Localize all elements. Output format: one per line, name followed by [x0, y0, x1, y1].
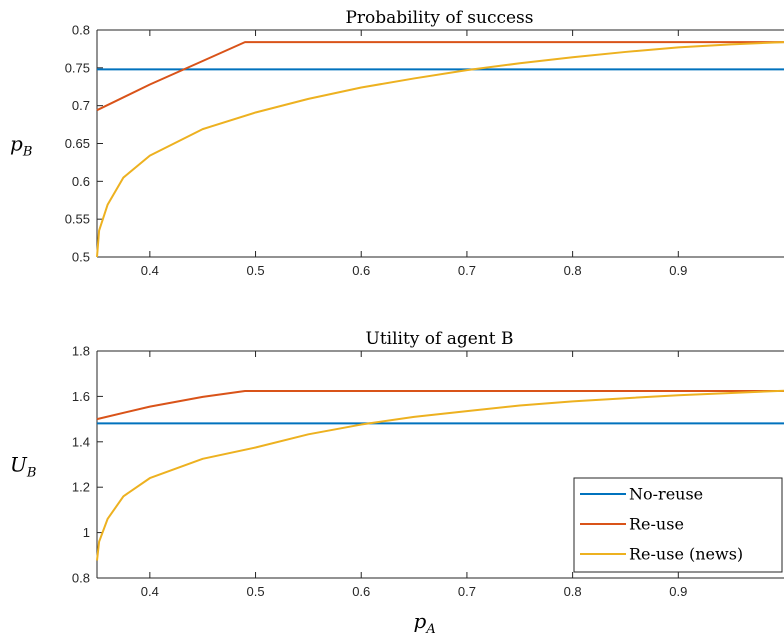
top-xtick-label: 0.8 [564, 263, 582, 278]
bottom-ytick-label: 1.6 [72, 389, 90, 404]
legend-entry-1: Re-use [629, 515, 684, 534]
bottom-xtick-label: 0.8 [564, 584, 582, 599]
bottom-y-axis-label-sub: B [26, 466, 37, 481]
bottom-ytick-label: 1.8 [72, 344, 90, 359]
bottom-ytick-label: 1.4 [72, 434, 90, 449]
bottom-xtick-label: 0.6 [352, 584, 370, 599]
top-xtick-label: 0.4 [141, 263, 159, 278]
bottom-x-axis-label-main: p [414, 609, 427, 633]
bottom-xtick-label: 0.9 [669, 584, 687, 599]
bottom-xtick-label: 0.4 [141, 584, 159, 599]
top-ytick-label: 0.6 [72, 174, 90, 189]
bottom-series-line-1 [96, 389, 784, 421]
top-xtick-label: 0.5 [246, 263, 264, 278]
bottom-x-axis-label-sub: A [425, 622, 435, 637]
bottom-chart-title: Utility of agent B [366, 329, 514, 349]
top-xtick-label: 0.7 [458, 263, 476, 278]
bottom-xtick-label: 0.7 [458, 584, 476, 599]
top-xtick-label: 0.6 [352, 263, 370, 278]
top-y-axis-label-main: p [10, 132, 23, 156]
top-y-axis-label: pB [10, 132, 32, 160]
legend-entry-0: No-reuse [629, 485, 703, 504]
top-ytick-label: 0.8 [72, 23, 90, 38]
bottom-ytick-label: 1 [83, 525, 90, 540]
top-xtick-label: 0.9 [669, 263, 687, 278]
bottom-ytick-label: 0.8 [72, 571, 90, 586]
bottom-y-axis-label: UB [10, 453, 36, 481]
top-series-line-2 [96, 41, 784, 258]
top-series-line-1 [96, 41, 784, 112]
top-ytick-label: 0.75 [65, 60, 90, 75]
top-chart-title: Probability of success [345, 8, 533, 28]
top-ytick-label: 0.7 [72, 98, 90, 113]
top-y-axis-label-sub: B [22, 145, 33, 160]
bottom-x-axis-label: pA [414, 609, 436, 637]
top-ytick-label: 0.5 [72, 250, 90, 265]
bottom-series-line-2 [96, 389, 784, 561]
bottom-ytick-label: 1.2 [72, 480, 90, 495]
top-ytick-label: 0.55 [65, 212, 90, 227]
top-ytick-label: 0.65 [65, 136, 90, 151]
bottom-y-axis-label-main: U [10, 453, 28, 477]
bottom-xtick-label: 0.5 [246, 584, 264, 599]
legend: No-reuse Re-use Re-use (news) [573, 477, 783, 573]
legend-entry-2: Re-use (news) [629, 545, 743, 564]
